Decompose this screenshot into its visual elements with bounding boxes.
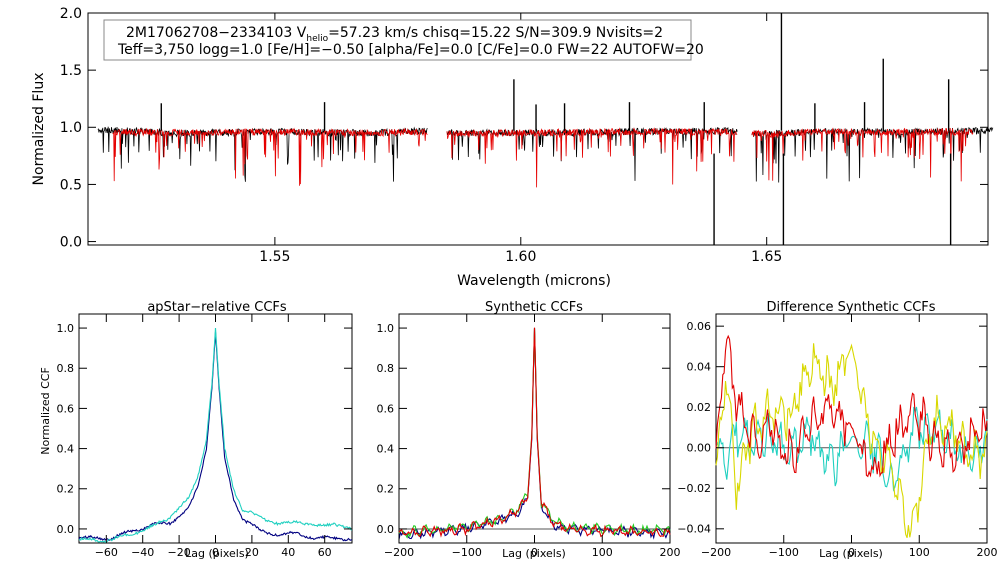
model-spectrum-detector-3	[751, 127, 974, 182]
ccf-difference-ticks: −200 −100 0 100 200 −0.04 −0.02 0.00 0.02 0.04 0.0…	[677, 314, 998, 559]
ccf-panel-apstar: apStar−relative CCFs −60 −40 −20 0 20 40 60 0.0…	[39, 300, 353, 560]
x-tick-label: 60	[318, 546, 332, 559]
x-tick-label: −20	[167, 546, 190, 559]
ccf-difference-data	[715, 334, 988, 539]
x-tick-label: 40	[281, 546, 295, 559]
ccf-synthetic-title: Synthetic CCFs	[485, 300, 583, 315]
ccf-dark-line	[78, 332, 353, 542]
info-box	[103, 19, 692, 61]
ccf-apstar-x-label: Lag (pixels)	[185, 547, 249, 560]
x-tick-label: 0	[531, 546, 538, 559]
spectrum-y-label: Normalized Flux	[31, 73, 47, 186]
y-tick-label: 1.0	[57, 322, 75, 335]
ccf-green-line	[398, 328, 671, 539]
ccf-apstar-ticks: −60 −40 −20 0 20 40 60 0.0 0.2 0.4 0.6 0.8 1.0	[57, 314, 352, 559]
info-line-2: Teff=3,750 logg=1.0 [Fe/H]=−0.50 [alpha/…	[117, 42, 704, 58]
x-tick-label: 100	[592, 546, 613, 559]
ccf-synthetic-x-label: Lag (pixels)	[502, 547, 566, 560]
x-tick-label: −100	[452, 546, 482, 559]
x-tick-label: 200	[977, 546, 998, 559]
x-tick-label: 200	[660, 546, 681, 559]
model-spectrum-detector-1	[112, 127, 428, 186]
y-tick-label: −0.04	[677, 523, 711, 536]
y-tick-label: 1.5	[60, 63, 82, 79]
y-tick-label: −0.02	[677, 482, 711, 495]
y-tick-label: 0.4	[377, 442, 395, 455]
spectrum-panel: 1.55 1.60 1.65 0.0 0.5 1.0 1.5 2.0 2M17062708−2…	[31, 6, 994, 289]
ccf-red-line	[715, 334, 988, 478]
y-tick-label: 2.0	[60, 6, 82, 22]
ccf-panel-difference: Difference Synthetic CCFs −200 −100 0 100 20…	[677, 300, 997, 560]
ccf-cyan-line	[78, 327, 353, 544]
y-tick-label: 0.8	[57, 362, 75, 375]
ccf-apstar-data	[78, 327, 353, 544]
ccf-synthetic-ticks: −200 −100 0 100 200 0.0 0.2 0.4 0.6 0.8 1.0	[377, 314, 681, 559]
ccf-apstar-title: apStar−relative CCFs	[147, 300, 287, 315]
y-tick-label: 0.5	[60, 177, 82, 193]
ccf-red-line	[398, 327, 671, 538]
y-tick-label: 0.0	[60, 234, 82, 250]
x-tick-label: 1.65	[751, 249, 782, 265]
x-tick-label: −200	[384, 546, 414, 559]
observed-spectrum-detector-3	[751, 126, 994, 183]
x-tick-label: −100	[769, 546, 799, 559]
y-tick-label: 0.4	[57, 442, 75, 455]
spectrum-data	[97, 13, 994, 245]
ccf-difference-x-label: Lag (pixels)	[819, 547, 883, 560]
y-tick-label: 0.6	[377, 402, 395, 415]
y-tick-label: 0.06	[687, 320, 712, 333]
y-tick-label: 0.8	[377, 362, 395, 375]
x-tick-label: −200	[701, 546, 731, 559]
info-line-1: 2M17062708−2334103 Vhelio=57.23 km/s chi…	[126, 25, 663, 44]
y-tick-label: 0.02	[687, 401, 712, 414]
ccf-difference-title: Difference Synthetic CCFs	[766, 300, 935, 315]
ccf-panel-synthetic: Synthetic CCFs −200 −100 0 100 200 0.0 0.2 0.4 0…	[377, 300, 681, 560]
ccf-dark-line	[398, 328, 671, 540]
x-tick-label: 100	[909, 546, 930, 559]
x-tick-label: −40	[131, 546, 154, 559]
x-tick-label: 20	[245, 546, 259, 559]
ccf-yellow-line	[715, 343, 988, 539]
y-tick-label: 0.6	[57, 402, 75, 415]
spectrum-ticks: 1.55 1.60 1.65 0.0 0.5 1.0 1.5 2.0	[60, 6, 988, 265]
y-tick-label: 0.0	[377, 523, 395, 536]
x-tick-label: 1.60	[505, 249, 536, 265]
ccf-synthetic-data	[398, 327, 671, 540]
x-tick-label: 1.55	[259, 249, 290, 265]
y-tick-label: 1.0	[60, 120, 82, 136]
y-tick-label: 0.2	[57, 483, 75, 496]
ccf-apstar-frame	[78, 313, 353, 544]
spectrum-x-label: Wavelength (microns)	[457, 273, 611, 289]
ccf-apstar-y-label: Normalized CCF	[39, 367, 52, 455]
y-tick-label: 0.0	[57, 523, 75, 536]
y-tick-label: 0.00	[687, 442, 712, 455]
x-tick-label: 0	[848, 546, 855, 559]
y-tick-label: 1.0	[377, 322, 395, 335]
y-tick-label: 0.04	[687, 361, 712, 374]
x-tick-label: 0	[212, 546, 219, 559]
observed-spectrum-detector-2	[446, 126, 738, 181]
model-spectrum-detector-2	[446, 127, 738, 188]
y-tick-label: 0.2	[377, 483, 395, 496]
x-tick-label: −60	[95, 546, 118, 559]
